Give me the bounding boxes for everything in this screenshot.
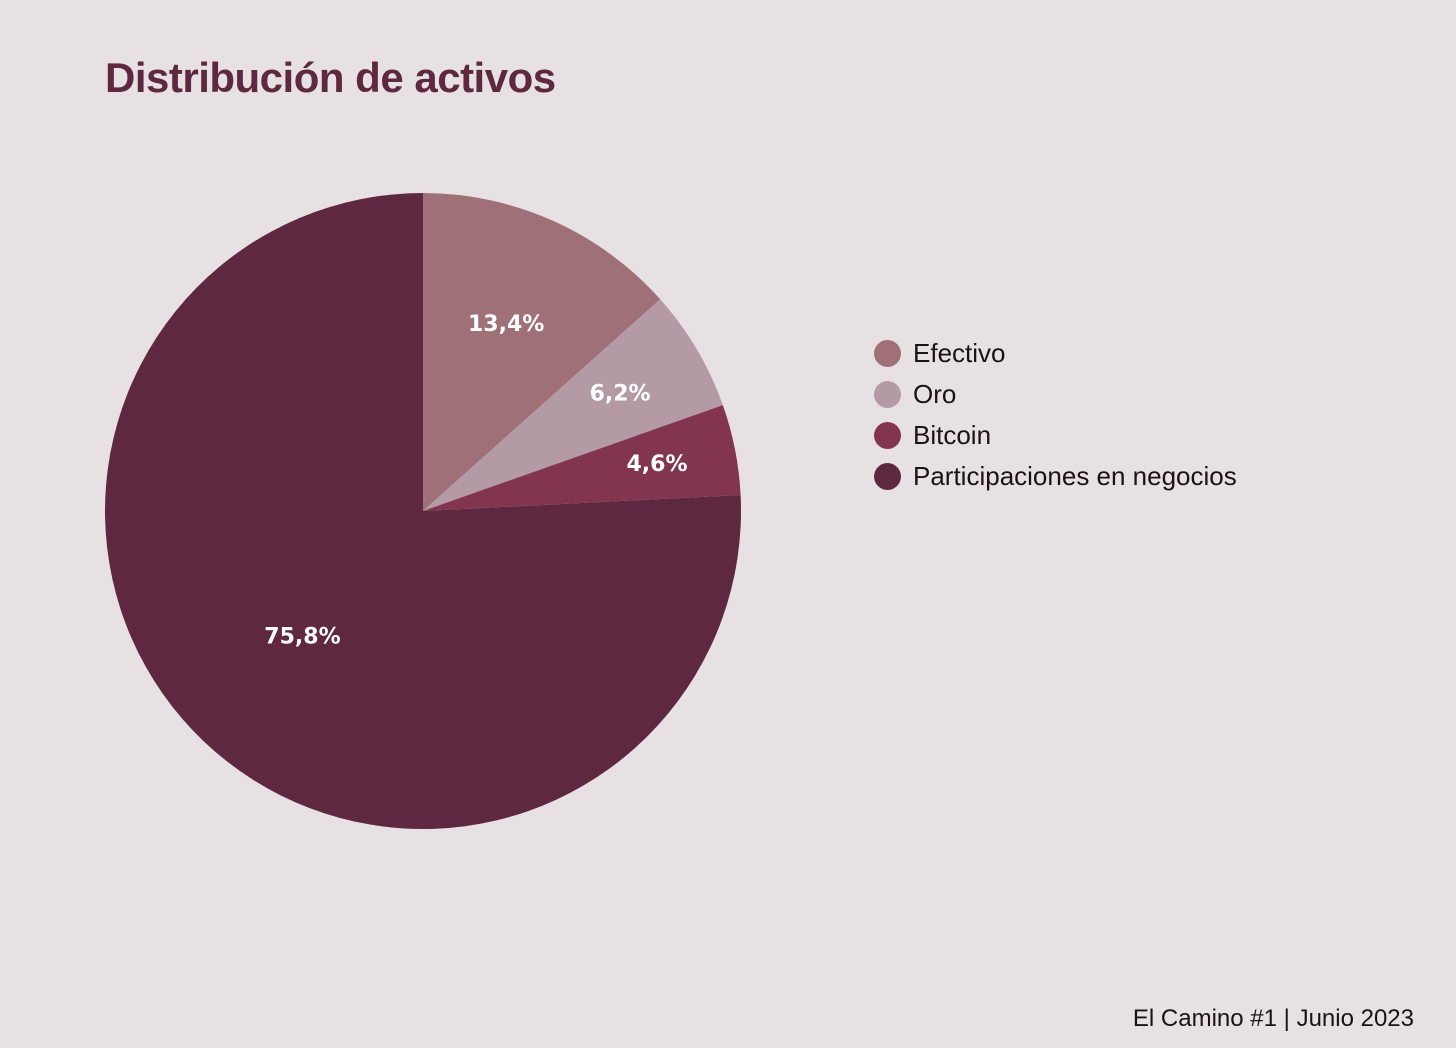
legend-item-oro: Oro [874,374,1237,415]
pie-slice-participaciones [104,193,741,829]
legend-item-efectivo: Efectivo [874,333,1237,374]
legend: Efectivo Oro Bitcoin Participaciones en … [874,333,1237,497]
legend-label-bitcoin: Bitcoin [913,420,992,450]
pie-slice-efectivo [423,193,661,511]
footer-source: El Camino #1 | Junio 2023 [1132,1005,1414,1032]
legend-item-bitcoin: Bitcoin [874,415,1237,456]
legend-swatch-oro [874,381,901,408]
pie-slice-bitcoin [423,405,741,511]
chart-title: Distribución de activos [105,54,556,101]
legend-label-oro: Oro [913,379,957,409]
legend-label-participaciones: Participaciones en negocios [913,461,1237,491]
pie-slices [104,193,741,829]
pie-slice-labels: 13,4% 6,2% 4,6% 75,8% [264,312,687,649]
slice-label-oro: 6,2% [590,381,651,406]
slice-label-efectivo: 13,4% [468,312,544,337]
legend-label-efectivo: Efectivo [913,338,1006,368]
slice-label-participaciones: 75,8% [264,625,340,650]
slice-label-bitcoin: 4,6% [626,452,687,477]
legend-swatch-efectivo [874,340,901,367]
legend-item-participaciones: Participaciones en negocios [874,456,1237,497]
pie-slice-oro [423,299,723,511]
legend-swatch-participaciones [874,463,901,490]
legend-swatch-bitcoin [874,422,901,449]
